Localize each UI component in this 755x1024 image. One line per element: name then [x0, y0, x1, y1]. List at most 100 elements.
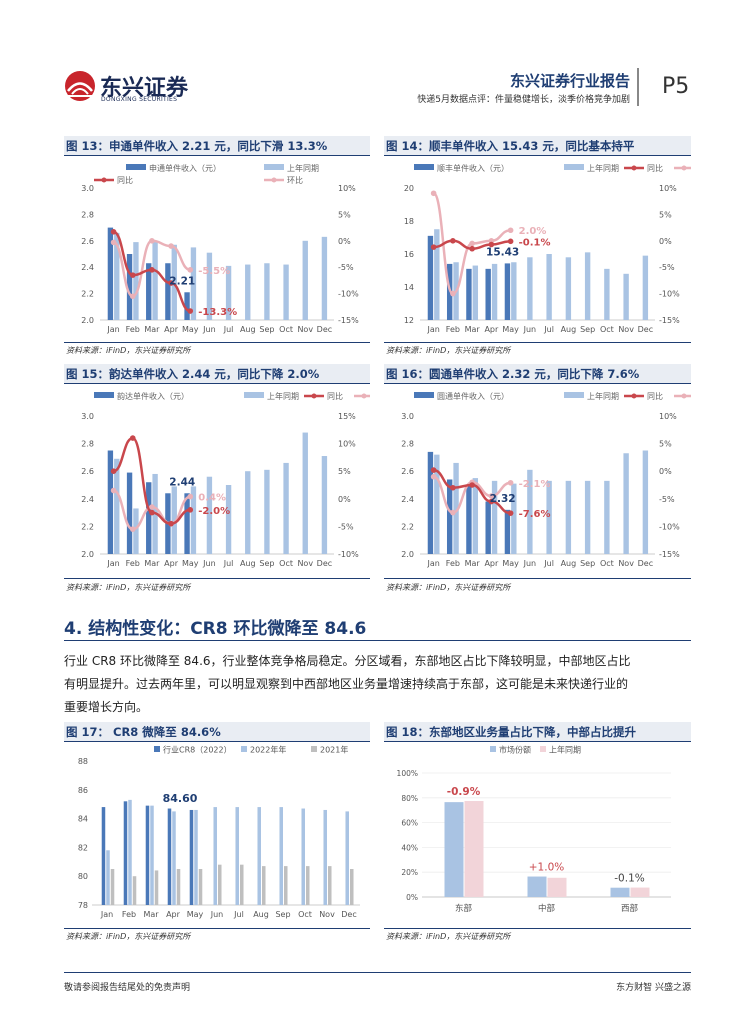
yoy-point — [450, 484, 456, 491]
bar-prev-year — [206, 476, 213, 554]
yoy-point — [430, 244, 437, 250]
change-data-label: -0.1% — [614, 873, 644, 885]
yoy-data-label: -13.3% — [198, 307, 237, 318]
fig16-source-line — [384, 578, 691, 579]
legend-label: 同比 — [647, 391, 663, 401]
y2-tick-label: -10% — [659, 290, 680, 299]
x-tick-label: May — [187, 910, 204, 919]
header: 东兴证券 DONGXING SECURITIES 东兴证券行业报告 快递5月数据… — [0, 0, 755, 110]
bar-prev-year — [491, 263, 498, 320]
x-tick-label: Feb — [126, 325, 140, 334]
bar-current — [107, 227, 114, 320]
x-tick-label: Jul — [223, 559, 234, 568]
bar-prev-year — [527, 469, 533, 554]
x-tick-label: Dec — [317, 325, 332, 334]
yoy-point — [187, 507, 194, 513]
x-tick-label: Jul — [543, 559, 554, 568]
mom-point — [507, 479, 514, 486]
y2-tick-label: 5% — [338, 210, 351, 219]
x-tick-label: Aug — [561, 559, 577, 568]
section-heading: 4. 结构性变化：CR8 环比微降至 84.6 — [64, 619, 367, 639]
mom-point — [129, 293, 136, 300]
legend-label: 2022年年 — [250, 745, 286, 755]
x-tick-label: Aug — [561, 325, 577, 334]
bar-prev-year — [453, 462, 459, 554]
y-tick-label: 2.6 — [401, 467, 414, 476]
yoy-point — [129, 272, 136, 278]
yoy-point — [110, 468, 117, 474]
y-tick-label: 2.8 — [81, 210, 94, 219]
legend-marker — [681, 393, 687, 399]
fig15-title: 图 15：韵达单件收入 2.44 元，同比下降 2.0% — [66, 367, 320, 381]
bar-year-2021 — [154, 870, 159, 905]
yoy-data-label: -0.1% — [519, 237, 551, 248]
paragraph-line-1: 行业 CR8 环比微降至 84.6，行业整体竞争格局稳定。分区域看，东部地区占比… — [64, 654, 631, 668]
change-data-label: +1.0% — [529, 862, 564, 874]
y-tick-label: 40% — [401, 843, 418, 852]
y-tick-label: 2.2 — [81, 290, 94, 299]
bar-current — [485, 268, 491, 320]
mom-point — [469, 240, 475, 247]
legend-label: 同比 — [327, 391, 343, 401]
bar-prev-year — [642, 450, 649, 554]
y-tick-label: 80% — [401, 794, 418, 803]
bar-year-2022 — [345, 811, 349, 905]
mom-point — [430, 473, 437, 480]
legend-swatch — [414, 392, 434, 398]
y2-tick-label: -15% — [659, 316, 680, 325]
bar-prev-year — [114, 458, 120, 554]
yoy-point — [469, 245, 475, 252]
bar-year-2021 — [198, 869, 203, 905]
bar-share — [610, 887, 630, 897]
y2-tick-label: -5% — [659, 495, 675, 504]
mom-point — [187, 493, 194, 500]
logo-name: 东兴证券 — [100, 76, 189, 101]
bar-prev-year — [630, 887, 650, 897]
legend-swatch — [244, 392, 264, 398]
y-tick-label: 2.4 — [81, 495, 94, 504]
bar-current — [146, 263, 152, 320]
yoy-data-label: -7.6% — [519, 509, 551, 520]
x-tick-label: Oct — [298, 910, 312, 919]
fig17-chart: 行业CR8（2022） 2022年年 2021年 78 80 82 84 86 88 Jan Feb… — [78, 745, 360, 919]
legend-marker — [631, 393, 637, 399]
legend-swatch — [154, 746, 160, 752]
yoy-point — [469, 482, 475, 488]
mom-point — [507, 227, 514, 234]
yoy-point — [149, 267, 155, 273]
fig13-title-bar: 图 13：申通单件收入 2.21 元，同比下滑 13.3% — [64, 136, 370, 156]
yoy-point — [488, 241, 495, 248]
bar-cr8-2022 — [101, 807, 106, 905]
y-tick-label: 3.0 — [401, 412, 414, 421]
legend-swatch — [241, 746, 247, 752]
y2-tick-label: 0% — [659, 237, 672, 246]
legend-label: 2021年 — [320, 745, 348, 755]
fig14-source-line — [384, 342, 691, 343]
legend-swatch — [311, 746, 317, 752]
x-tick-label: Feb — [446, 559, 460, 568]
mom-point — [110, 239, 117, 246]
bar-share — [444, 802, 464, 897]
legend-swatch — [126, 164, 146, 170]
x-tick-label: Nov — [618, 325, 634, 334]
legend-label: 顺丰单件收入（元） — [437, 163, 509, 173]
bar-year-2021 — [306, 866, 310, 905]
bar-current — [165, 263, 171, 320]
legend-swatch — [264, 164, 284, 170]
bar-prev-year — [302, 432, 308, 554]
x-tick-label: Feb — [126, 559, 140, 568]
legend-swatch — [540, 746, 546, 752]
section-underline — [64, 640, 691, 641]
fig15-source-line — [64, 578, 370, 579]
bar-prev-year — [604, 268, 610, 320]
x-tick-label: May — [502, 325, 519, 334]
bar-year-2021 — [284, 866, 288, 905]
y2-tick-label: -10% — [659, 522, 680, 531]
yoy-point — [430, 467, 437, 473]
x-tick-label: Feb — [446, 325, 460, 334]
y-tick-label: 82 — [78, 843, 88, 852]
bar-data-label: 2.21 — [169, 275, 195, 287]
bar-data-label: 15.43 — [486, 246, 519, 258]
x-tick-label: Oct — [279, 559, 293, 568]
y-tick-label: 2.2 — [81, 522, 94, 531]
